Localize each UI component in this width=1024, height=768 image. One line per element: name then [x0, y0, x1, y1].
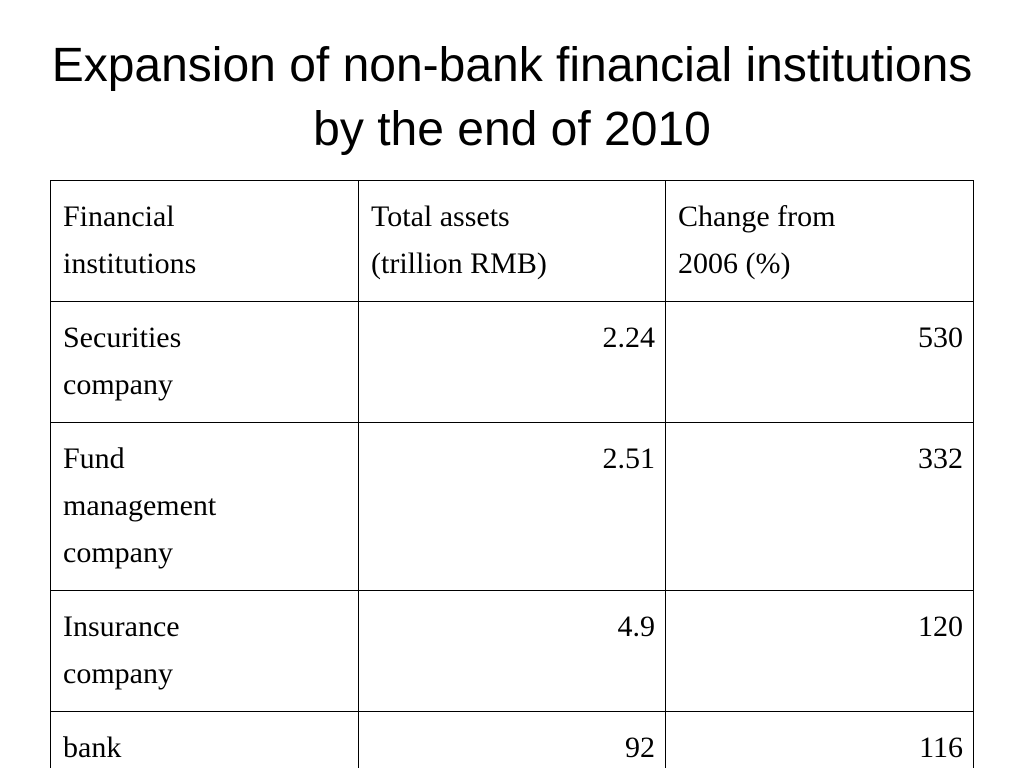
cell-text: 332 — [918, 442, 963, 475]
header-cell: Total assets (trillion RMB) — [358, 180, 666, 302]
table-cell: Fund management company — [50, 422, 359, 591]
table-row: Fund management company 2.51 332 — [50, 422, 974, 591]
table-cell: 332 — [665, 422, 974, 591]
table-cell: Insurance company — [50, 590, 359, 712]
cell-text: 4.9 — [617, 610, 656, 643]
table-body: Financial institutions Total assets (tril… — [50, 180, 974, 768]
table-row: bank 92 116 — [50, 711, 974, 768]
cell-text: 2.24 — [602, 321, 656, 354]
data-table: Financial institutions Total assets (tril… — [50, 180, 974, 768]
cell-text: 530 — [918, 321, 963, 354]
cell-text: Financial institutions — [63, 200, 197, 280]
table-cell: bank — [50, 711, 359, 768]
cell-text: Fund management company — [63, 442, 217, 569]
table-cell: 2.51 — [358, 422, 666, 591]
cell-text: Change from 2006 (%) — [678, 200, 836, 280]
header-cell: Change from 2006 (%) — [665, 180, 974, 302]
table-cell: 530 — [665, 301, 974, 423]
table-cell: 92 — [358, 711, 666, 768]
slide-title: Expansion of non-bank financial institut… — [51, 39, 973, 156]
cell-text: Insurance company — [63, 610, 180, 690]
header-row: Financial institutions Total assets (tril… — [50, 180, 974, 302]
header-cell: Financial institutions — [50, 180, 359, 302]
cell-text: Total assets (trillion RMB) — [371, 200, 547, 280]
cell-text: 116 — [919, 731, 963, 764]
table-cell: 116 — [665, 711, 974, 768]
table-cell: 120 — [665, 590, 974, 712]
cell-text: 92 — [625, 731, 655, 764]
cell-text: bank — [63, 731, 122, 764]
cell-text: Securities company — [63, 321, 182, 401]
cell-text: 2.51 — [602, 442, 656, 475]
cell-text: 120 — [918, 610, 963, 643]
table-row: Insurance company 4.9 120 — [50, 590, 974, 712]
table-cell: 4.9 — [358, 590, 666, 712]
table-cell: Securities company — [50, 301, 359, 423]
table-row: Securities company 2.24 530 — [50, 301, 974, 423]
table-cell: 2.24 — [358, 301, 666, 423]
